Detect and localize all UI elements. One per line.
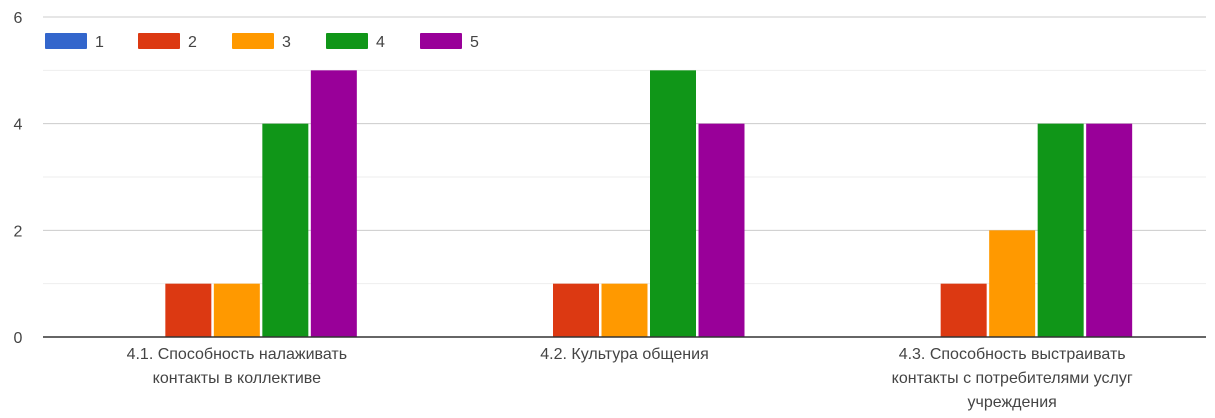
legend-swatch bbox=[45, 33, 87, 49]
bar-series-4-cat-1 bbox=[262, 123, 309, 338]
x-tick-label: 4.1. Способность налаживать контакты в ко… bbox=[127, 346, 347, 387]
legend-item-2[interactable]: 2 bbox=[138, 33, 197, 51]
legend-swatch bbox=[420, 33, 462, 49]
x-tick-label: 4.2. Культура общения bbox=[540, 346, 708, 363]
bar-series-5-cat-3 bbox=[1086, 123, 1133, 338]
x-axis: 4.1. Способность налаживать контакты в ко… bbox=[127, 346, 1133, 411]
x-tick-label-line: контакты в коллективе bbox=[153, 370, 321, 387]
legend-item-1[interactable]: 1 bbox=[45, 33, 104, 51]
bar-series-3-cat-3 bbox=[989, 230, 1036, 337]
bar-series-2-cat-2 bbox=[553, 283, 599, 337]
y-tick-label: 2 bbox=[14, 223, 23, 240]
bar-series-3-cat-2 bbox=[601, 283, 648, 337]
x-tick-label-line: 4.2. Культура общения bbox=[540, 346, 708, 363]
legend-label: 1 bbox=[95, 34, 104, 51]
x-tick-label-line: учреждения bbox=[968, 394, 1057, 411]
y-axis: 0 2 4 6 bbox=[14, 10, 23, 347]
x-tick-label-line: контакты с потребителями услуг bbox=[892, 370, 1133, 387]
legend-item-3[interactable]: 3 bbox=[232, 33, 291, 51]
y-tick-label: 4 bbox=[14, 117, 23, 134]
legend[interactable]: 1 2 3 4 5 bbox=[45, 33, 479, 51]
bar-series-2-cat-3 bbox=[940, 283, 987, 337]
x-tick-label: 4.3. Способность выстраивать контакты с п… bbox=[892, 346, 1133, 411]
legend-label: 3 bbox=[282, 34, 291, 51]
legend-swatch bbox=[138, 33, 180, 49]
legend-item-4[interactable]: 4 bbox=[326, 33, 385, 51]
legend-swatch bbox=[232, 33, 274, 49]
legend-label: 5 bbox=[470, 34, 479, 51]
legend-label: 2 bbox=[188, 34, 197, 51]
x-tick-label-line: 4.3. Способность выстраивать bbox=[899, 346, 1126, 363]
y-tick-label: 0 bbox=[14, 330, 23, 347]
bars bbox=[165, 70, 1133, 338]
x-tick-label-line: 4.1. Способность налаживать bbox=[127, 346, 347, 363]
y-tick-label: 6 bbox=[14, 10, 23, 27]
legend-item-5[interactable]: 5 bbox=[420, 33, 479, 51]
bar-series-4-cat-2 bbox=[650, 70, 696, 337]
bar-series-5-cat-2 bbox=[698, 123, 745, 338]
bar-series-4-cat-3 bbox=[1037, 123, 1084, 338]
legend-swatch bbox=[326, 33, 368, 49]
bar-series-5-cat-1 bbox=[310, 70, 357, 337]
legend-label: 4 bbox=[376, 34, 385, 51]
bar-series-2-cat-1 bbox=[165, 283, 212, 337]
bar-series-3-cat-1 bbox=[213, 283, 260, 337]
